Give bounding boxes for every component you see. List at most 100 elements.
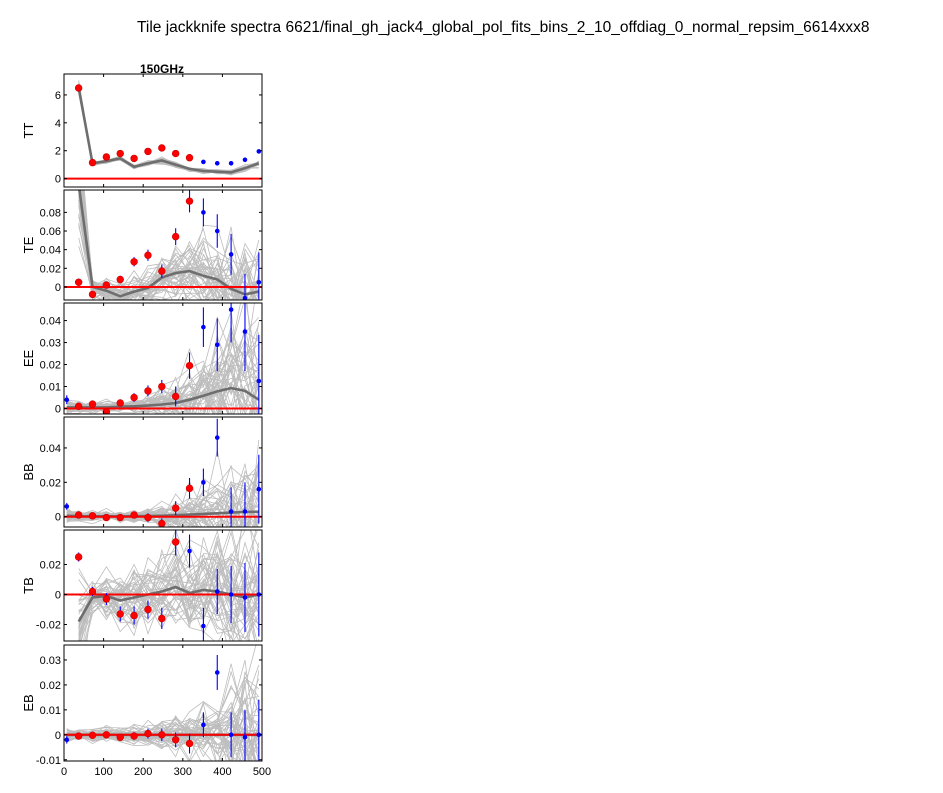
- tt-data-point: [158, 144, 166, 152]
- tt-data-point: [256, 149, 262, 154]
- ee-axes-box: [63, 302, 263, 415]
- eb-data-point: [214, 670, 220, 675]
- eb-simulations: [66, 645, 260, 761]
- te-ytick-label: 0.06: [40, 226, 61, 238]
- tb-ytick-label: 0: [55, 590, 61, 602]
- eb-ytick-label: 0.02: [40, 680, 61, 692]
- tb-axes-box: [63, 529, 263, 642]
- tt-ytick-label: 6: [55, 90, 61, 102]
- ee-data-point: [256, 378, 262, 384]
- ee-ytick-label: 0.01: [40, 382, 61, 394]
- tt-data-point: [228, 160, 234, 166]
- ee-data-point: [214, 342, 220, 348]
- bb-data-point: [214, 435, 220, 440]
- tb-data-point: [74, 553, 83, 561]
- te-sim-line: [78, 190, 260, 300]
- ee-data-point: [201, 324, 206, 330]
- te-ytick-label: 0.04: [40, 245, 61, 257]
- tb-plot-area: [64, 530, 262, 641]
- te-data-point: [88, 290, 97, 299]
- panel-tb: -0.02 0 0.02 TB: [21, 529, 263, 642]
- x-tick-label: 300: [174, 766, 192, 778]
- tb-sim-line: [83, 579, 259, 641]
- bb-plot-area: [64, 418, 262, 527]
- bb-data-point: [102, 513, 111, 522]
- eb-data-point: [88, 731, 97, 740]
- bb-data-point: [185, 484, 194, 493]
- ee-ytick-label: 0.03: [40, 338, 61, 350]
- te-ytick-label: 0.02: [40, 263, 61, 275]
- te-sim-line: [82, 190, 260, 300]
- x-tick-label: 200: [134, 766, 152, 778]
- te-data-point: [185, 197, 194, 205]
- tt-ytick-label: 2: [55, 146, 61, 158]
- tb-data-point: [187, 548, 192, 554]
- tt-sim-mean-line: [77, 87, 260, 174]
- x-tick-label: 0: [61, 766, 67, 778]
- te-data-point: [102, 281, 111, 289]
- bb-ytick-label: 0: [55, 512, 61, 524]
- tt-sim-line: [78, 89, 259, 176]
- ee-ytick-label: 0.02: [40, 360, 61, 372]
- eb-data-point: [130, 732, 138, 740]
- bb-data-point: [158, 519, 166, 527]
- ee-data-point: [242, 329, 248, 334]
- te-plot-area: [64, 190, 262, 300]
- te-sim-line: [80, 190, 239, 300]
- te-ylabel: TE: [21, 236, 36, 253]
- bb-axes-box: [63, 416, 263, 528]
- tb-data-point: [171, 538, 180, 546]
- ee-data-point: [171, 392, 180, 401]
- bb-data-point: [64, 504, 70, 509]
- eb-axes-box: [63, 644, 263, 762]
- te-sim-line: [81, 190, 260, 300]
- ee-data-point: [64, 397, 70, 403]
- tb-data-point: [214, 589, 220, 594]
- eb-plot-area: [64, 645, 262, 761]
- te-sim-line: [81, 190, 254, 300]
- tt-ytick-label: 0: [55, 174, 61, 186]
- eb-ytick-label: 0.03: [40, 655, 61, 667]
- ee-ylabel: EE: [21, 350, 36, 368]
- ee-data-point: [74, 402, 83, 411]
- ee-data-point: [228, 307, 234, 312]
- tt-plot-area: [64, 80, 262, 180]
- bb-ytick-label: 0.02: [40, 477, 61, 489]
- te-data-point: [214, 228, 220, 234]
- bb-data-point: [228, 509, 234, 514]
- te-sim-line: [78, 191, 260, 300]
- ee-data-point: [185, 361, 194, 370]
- tb-data-point: [144, 605, 152, 614]
- eb-data-point: [185, 739, 194, 748]
- te-data-point: [158, 267, 166, 275]
- bb-data-point: [130, 511, 138, 519]
- tt-data-point: [171, 149, 180, 158]
- bb-ytick-label: 0.04: [40, 443, 61, 455]
- tt-data-point: [130, 154, 138, 163]
- tt-data-point: [185, 154, 194, 162]
- bb-data-point: [116, 513, 124, 522]
- tt-data-point: [102, 153, 111, 161]
- ee-simulations: [66, 303, 260, 414]
- x-tick-label: 500: [253, 766, 271, 778]
- tt-data-point: [144, 147, 152, 156]
- tb-data-point: [88, 587, 97, 596]
- te-ytick-label: 0.08: [40, 207, 61, 219]
- tt-ytick-label: 4: [55, 118, 61, 130]
- eb-data-point: [171, 736, 180, 744]
- eb-data-point: [242, 735, 248, 740]
- panel-te: 0 0.02 0.04 0.06 0.08 TE: [21, 189, 263, 301]
- ee-data-point: [116, 399, 124, 407]
- te-data-point: [228, 252, 234, 257]
- tb-data-point: [228, 592, 234, 597]
- eb-data-point: [144, 729, 152, 738]
- bb-data-point: [242, 509, 248, 514]
- te-data-point: [74, 278, 83, 286]
- bb-sim-line: [66, 512, 239, 527]
- figure-suptitle: Tile jackknife spectra 6621/final_gh_jac…: [137, 19, 870, 36]
- ee-data-point: [144, 387, 152, 395]
- panel-tt: 0 2 4 6 TT: [21, 73, 263, 188]
- eb-data-point: [102, 731, 111, 739]
- eb-data-point: [158, 731, 166, 739]
